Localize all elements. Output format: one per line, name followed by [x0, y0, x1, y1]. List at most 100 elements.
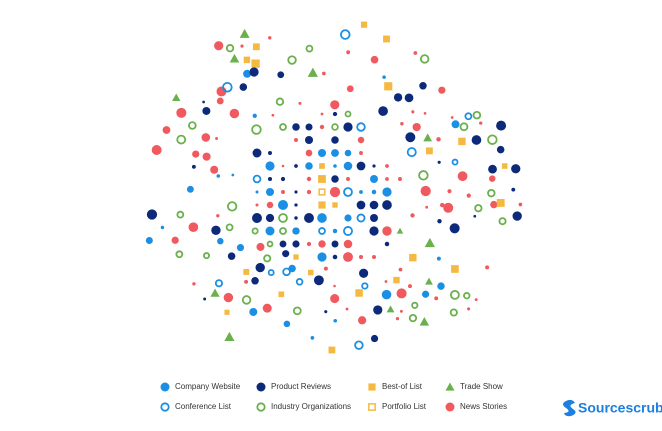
- square: [328, 346, 336, 354]
- ring: [263, 254, 272, 263]
- legend: Company Website Product Reviews Best-of Li…: [160, 382, 507, 412]
- dot: [434, 296, 439, 301]
- dot: [384, 280, 388, 283]
- dot: [437, 218, 442, 224]
- dot: [331, 136, 339, 144]
- square: [243, 56, 251, 64]
- dot: [306, 241, 312, 247]
- dot: [252, 213, 262, 223]
- dot: [332, 111, 338, 117]
- dot: [306, 176, 312, 182]
- dot: [333, 284, 336, 288]
- triangle: [239, 28, 250, 38]
- triangle: [229, 53, 240, 63]
- ring: [354, 340, 364, 350]
- legend-item: Trade Show: [445, 382, 503, 391]
- dot: [437, 160, 441, 164]
- dot: [450, 116, 454, 119]
- dot: [317, 213, 327, 223]
- dot: [223, 292, 234, 303]
- dot: [395, 317, 400, 321]
- square: [251, 59, 260, 68]
- square: [332, 202, 338, 208]
- dot: [449, 223, 460, 234]
- dot: [400, 122, 404, 126]
- dot: [268, 151, 272, 155]
- ring: [487, 188, 496, 198]
- ring: [356, 213, 366, 223]
- dot: [322, 71, 326, 76]
- legend-label: News Stories: [460, 402, 507, 411]
- dot: [393, 93, 403, 102]
- ring: [227, 201, 238, 212]
- dot: [333, 318, 338, 323]
- dot: [408, 284, 412, 289]
- triangle: [423, 133, 433, 142]
- dot: [304, 213, 314, 223]
- dot: [318, 240, 326, 248]
- dot: [176, 107, 187, 118]
- dot: [398, 267, 403, 272]
- dot: [256, 382, 266, 392]
- dot: [265, 161, 275, 171]
- triangle: [419, 317, 430, 326]
- dot: [266, 201, 274, 209]
- ring: [451, 158, 459, 166]
- dot: [330, 294, 340, 304]
- square: [393, 276, 400, 284]
- dot: [192, 282, 196, 286]
- dot: [282, 250, 290, 258]
- dot: [319, 124, 325, 130]
- brand-logo: Sourcescrub: [563, 400, 662, 417]
- dot: [496, 120, 507, 131]
- ring: [278, 213, 288, 223]
- dot: [281, 190, 285, 194]
- dot: [371, 189, 377, 195]
- ring: [406, 147, 417, 158]
- dot: [265, 187, 275, 197]
- dot: [370, 334, 379, 343]
- dot: [373, 305, 383, 315]
- dot: [445, 402, 455, 412]
- dot: [332, 254, 338, 260]
- ring: [318, 227, 326, 235]
- dot: [438, 86, 446, 94]
- dot: [405, 132, 416, 143]
- ring: [411, 301, 419, 309]
- dot: [202, 100, 205, 104]
- dot: [437, 282, 445, 290]
- square: [409, 253, 417, 262]
- legend-item: Industry Organizations: [256, 402, 351, 412]
- legend-label: Portfolio List: [382, 402, 427, 411]
- dot: [369, 200, 379, 210]
- legend-label: Product Reviews: [271, 382, 331, 391]
- dot: [425, 205, 429, 209]
- triangle: [396, 227, 404, 234]
- dot: [244, 279, 249, 284]
- dot: [236, 243, 245, 252]
- dot: [160, 225, 165, 230]
- dot: [323, 266, 328, 271]
- dot: [382, 187, 392, 197]
- dot: [268, 36, 272, 40]
- dot: [294, 216, 298, 220]
- ring: [340, 29, 351, 40]
- triangle: [386, 305, 395, 313]
- dot: [411, 110, 415, 114]
- dot: [255, 203, 259, 207]
- dot: [359, 151, 363, 155]
- dot: [331, 149, 339, 157]
- dot: [255, 262, 265, 273]
- ring: [241, 295, 252, 305]
- dot: [359, 190, 363, 194]
- ring: [160, 402, 170, 412]
- legend-item: Conference List: [160, 402, 232, 412]
- square: [383, 35, 390, 43]
- dot: [488, 164, 497, 174]
- ring: [498, 217, 507, 226]
- dot: [305, 162, 313, 170]
- dot: [343, 161, 353, 171]
- legend-item: Product Reviews: [256, 382, 331, 392]
- dot: [239, 83, 248, 91]
- dot: [358, 316, 367, 325]
